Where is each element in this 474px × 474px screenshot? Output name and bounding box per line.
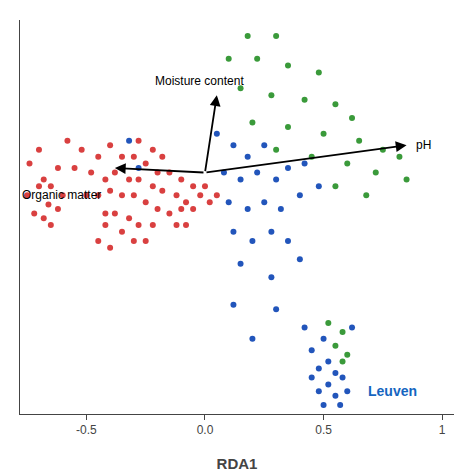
svg-text:Leuven: Leuven: [368, 383, 417, 399]
svg-text:1: 1: [439, 423, 446, 437]
svg-text:0.0: 0.0: [197, 423, 214, 437]
svg-text:Organic matter: Organic matter: [22, 188, 101, 202]
svg-text:-0.5: -0.5: [76, 423, 97, 437]
svg-text:0.5: 0.5: [315, 423, 332, 437]
svg-text:RDA1: RDA1: [217, 455, 258, 472]
svg-text:pH: pH: [416, 138, 431, 152]
svg-text:Moisture content: Moisture content: [155, 74, 244, 88]
